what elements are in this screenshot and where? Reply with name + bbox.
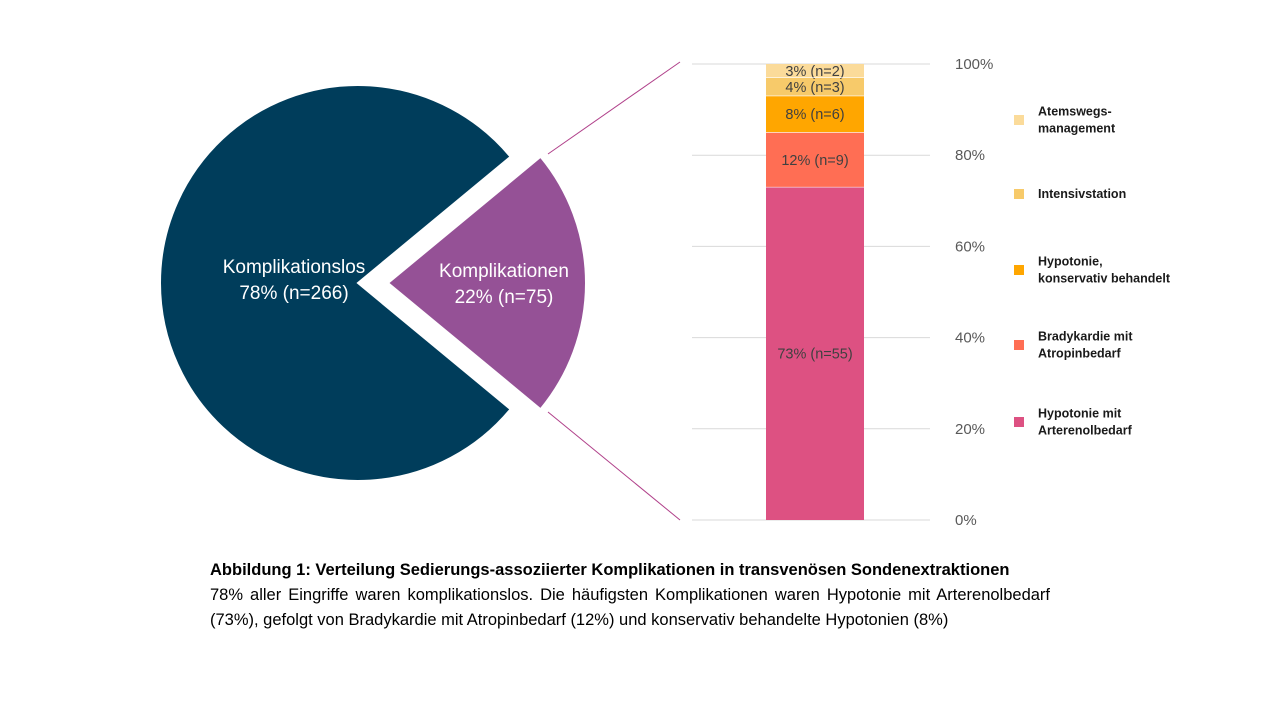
legend-label-bradykardie-mit-atropinbedarf: Bradykardie mit Atropinbedarf: [1038, 330, 1133, 361]
bar-label-atemswegs-management: 3% (n=2): [785, 64, 844, 80]
bar-label-hypotonie-konservativ-behandelt: 8% (n=6): [785, 107, 844, 123]
legend-label-intensivstation: Intensivstation: [1038, 187, 1126, 201]
y-tick-label: 80%: [955, 147, 985, 164]
legend-label-hypotonie-konservativ-behandelt: Hypotonie, konservativ behandelt: [1038, 255, 1171, 286]
bar-segment-atemswegs-management: [766, 64, 864, 78]
legend-label-hypotonie-mit-arterenolbedarf: Hypotonie mit Arterenolbedarf: [1038, 407, 1133, 438]
figure-chart: Komplikationslos 78% (n=266) Komplikatione…: [159, 56, 1171, 529]
bar-legend: Atemswegs-management Intensivstation Hypot…: [1014, 105, 1171, 438]
pie-slice-komplikationen: [386, 155, 588, 411]
legend-swatch-atemswegs-management: [1014, 115, 1024, 125]
pie-label-komplikationslos: Komplikationslos 78% (n=266): [223, 257, 366, 304]
pie-slice-komplikationslos: [159, 84, 512, 482]
legend-swatch-intensivstation: [1014, 189, 1024, 199]
connector-line-bottom: [547, 411, 681, 521]
legend-swatch-hypotonie-mit-arterenolbedarf: [1014, 417, 1024, 427]
y-tick-label: 40%: [955, 330, 985, 347]
bar-label-hypotonie-mit-arterenolbedarf: 73% (n=55): [777, 347, 852, 363]
bar-segment-intensivstation: [766, 77, 864, 96]
y-tick-label: 60%: [955, 238, 985, 255]
bar-segment-hypotonie-mit-arterenolbedarf: [766, 187, 864, 520]
connector-lines: [547, 61, 681, 521]
legend-swatch-bradykardie-mit-atropinbedarf: [1014, 340, 1024, 350]
bar-segment-hypotonie-konservativ-behandelt: [766, 95, 864, 133]
y-tick-label: 20%: [955, 421, 985, 438]
legend-swatch-hypotonie-konservativ-behandelt: [1014, 265, 1024, 275]
caption-title: Abbildung 1: Verteilung Sedierungs-assoz…: [210, 561, 1010, 579]
bar-label-bradykardie-mit-atropinbedarf: 12% (n=9): [781, 153, 848, 169]
pie-chart: Komplikationslos 78% (n=266) Komplikatione…: [159, 84, 588, 482]
y-tick-label: 100%: [955, 56, 993, 73]
caption-body: 78% aller Eingriffe waren komplikationsl…: [210, 586, 1050, 629]
legend-label-atemswegs-management: Atemswegs-management: [1038, 105, 1116, 136]
bar-label-intensivstation: 4% (n=3): [785, 80, 844, 96]
stacked-bar-chart: 0% 20% 40% 60% 80% 100% 73% (n=55) 12% (n=9) 8% …: [692, 56, 993, 529]
figure-caption: Abbildung 1: Verteilung Sedierungs-assoz…: [210, 558, 1050, 633]
y-tick-label: 0%: [955, 512, 977, 529]
pie-label-komplikationen: Komplikationen 22% (n=75): [439, 261, 569, 308]
connector-line-top: [547, 61, 681, 155]
bar-segment-bradykardie-mit-atropinbedarf: [766, 132, 864, 188]
